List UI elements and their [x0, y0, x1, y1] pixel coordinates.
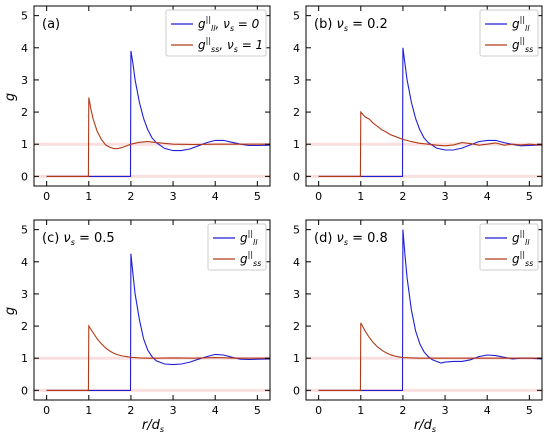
y-tick-label: 4: [293, 42, 300, 55]
panel-label: (b) νs = 0.2: [314, 17, 388, 33]
x-tick-label: 4: [484, 404, 491, 417]
series-line-2: [46, 324, 270, 391]
panel-label: (a): [42, 17, 60, 32]
y-tick-label: 5: [21, 224, 28, 237]
y-tick-label: 0: [293, 170, 300, 183]
plot-frame: [33, 5, 271, 187]
y-tick-label: 1: [293, 138, 300, 151]
x-tick-label: 5: [254, 404, 261, 417]
y-tick-label: 3: [293, 288, 300, 301]
y-tick-label: 1: [21, 138, 28, 151]
y-tick-label: 0: [21, 170, 28, 183]
x-tick-label: 1: [85, 404, 92, 417]
x-tick-label: 2: [399, 404, 406, 417]
legend-label: g||ss: [512, 36, 533, 54]
y-tick-label: 0: [21, 384, 28, 397]
x-tick-label: 2: [127, 404, 134, 417]
x-tick-label: 0: [43, 190, 50, 203]
y-tick-label: 5: [293, 10, 300, 23]
series-line-2: [46, 97, 270, 177]
panel-3: 0 1 2 3 4 5 0 1 2 3 4 5 (c) νs = 0.5 g||ll g||ss: [21, 219, 271, 417]
y-tick-label: 4: [21, 256, 28, 269]
x-tick-label: 1: [357, 190, 364, 203]
x-tick-label: 1: [85, 190, 92, 203]
series-line-2: [318, 110, 543, 177]
plot-frame: [305, 219, 543, 401]
x-tick-label: 0: [315, 190, 322, 203]
series-line-1: [46, 253, 271, 391]
y-tick-label: 3: [21, 288, 28, 301]
panel-label: (d) νs = 0.8: [314, 231, 388, 247]
x-tick-label: 3: [170, 404, 177, 417]
series-line-1: [318, 229, 543, 391]
plot-frame: [305, 5, 543, 187]
x-tick-label: 3: [442, 190, 449, 203]
x-tick-label: 5: [254, 190, 261, 203]
y-tick-label: 5: [293, 224, 300, 237]
y-axis-label-bottom: g: [3, 307, 18, 315]
x-tick-label: 3: [442, 404, 449, 417]
legend-label: g||ll: [240, 229, 258, 247]
legend-label: g||ll: [512, 15, 530, 33]
panel-label: (c) νs = 0.5: [42, 231, 115, 247]
x-axis-label-left: r/ds: [142, 418, 164, 434]
x-tick-label: 2: [399, 190, 406, 203]
y-tick-label: 0: [293, 384, 300, 397]
y-tick-label: 1: [21, 352, 28, 365]
panel-4: 0 1 2 3 4 5 0 1 2 3 4 5 (d) νs = 0.8 g||ll g||ss: [293, 219, 543, 417]
x-tick-label: 3: [170, 190, 177, 203]
y-tick-label: 2: [293, 106, 300, 119]
x-axis-label-right: r/ds: [414, 418, 436, 434]
y-tick-label: 2: [21, 106, 28, 119]
y-tick-label: 4: [293, 256, 300, 269]
y-tick-label: 2: [293, 320, 300, 333]
panel-1: 0 1 2 3 4 5 0 1 2 3 4 5 (a) g||ll, νs = 0 g||ss, νs = …: [21, 5, 271, 203]
y-tick-label: 5: [21, 10, 28, 23]
y-tick-label: 3: [21, 74, 28, 87]
x-tick-label: 4: [484, 190, 491, 203]
legend-label: g||ss: [240, 250, 261, 268]
legend-label: g||ss: [512, 250, 533, 268]
x-tick-label: 2: [127, 190, 134, 203]
x-tick-label: 0: [43, 404, 50, 417]
x-tick-label: 4: [212, 404, 219, 417]
series-line-2: [318, 322, 542, 391]
y-tick-label: 2: [21, 320, 28, 333]
panel-2: 0 1 2 3 4 5 0 1 2 3 4 5 (b) νs = 0.2 g||ll g||ss: [293, 5, 543, 203]
x-tick-label: 5: [526, 190, 533, 203]
series-line-1: [318, 47, 543, 177]
series-line-1: [46, 50, 271, 177]
x-tick-label: 5: [526, 404, 533, 417]
plot-frame: [33, 219, 271, 401]
legend-label: g||ss, νs = 1: [198, 36, 263, 54]
y-axis-label-top: g: [3, 93, 18, 101]
legend-label: g||ll: [512, 229, 530, 247]
x-tick-label: 4: [212, 190, 219, 203]
y-tick-label: 1: [293, 352, 300, 365]
x-tick-label: 1: [357, 404, 364, 417]
y-tick-label: 3: [293, 74, 300, 87]
y-tick-label: 4: [21, 42, 28, 55]
legend-label: g||ll, νs = 0: [198, 15, 260, 33]
x-tick-label: 0: [315, 404, 322, 417]
